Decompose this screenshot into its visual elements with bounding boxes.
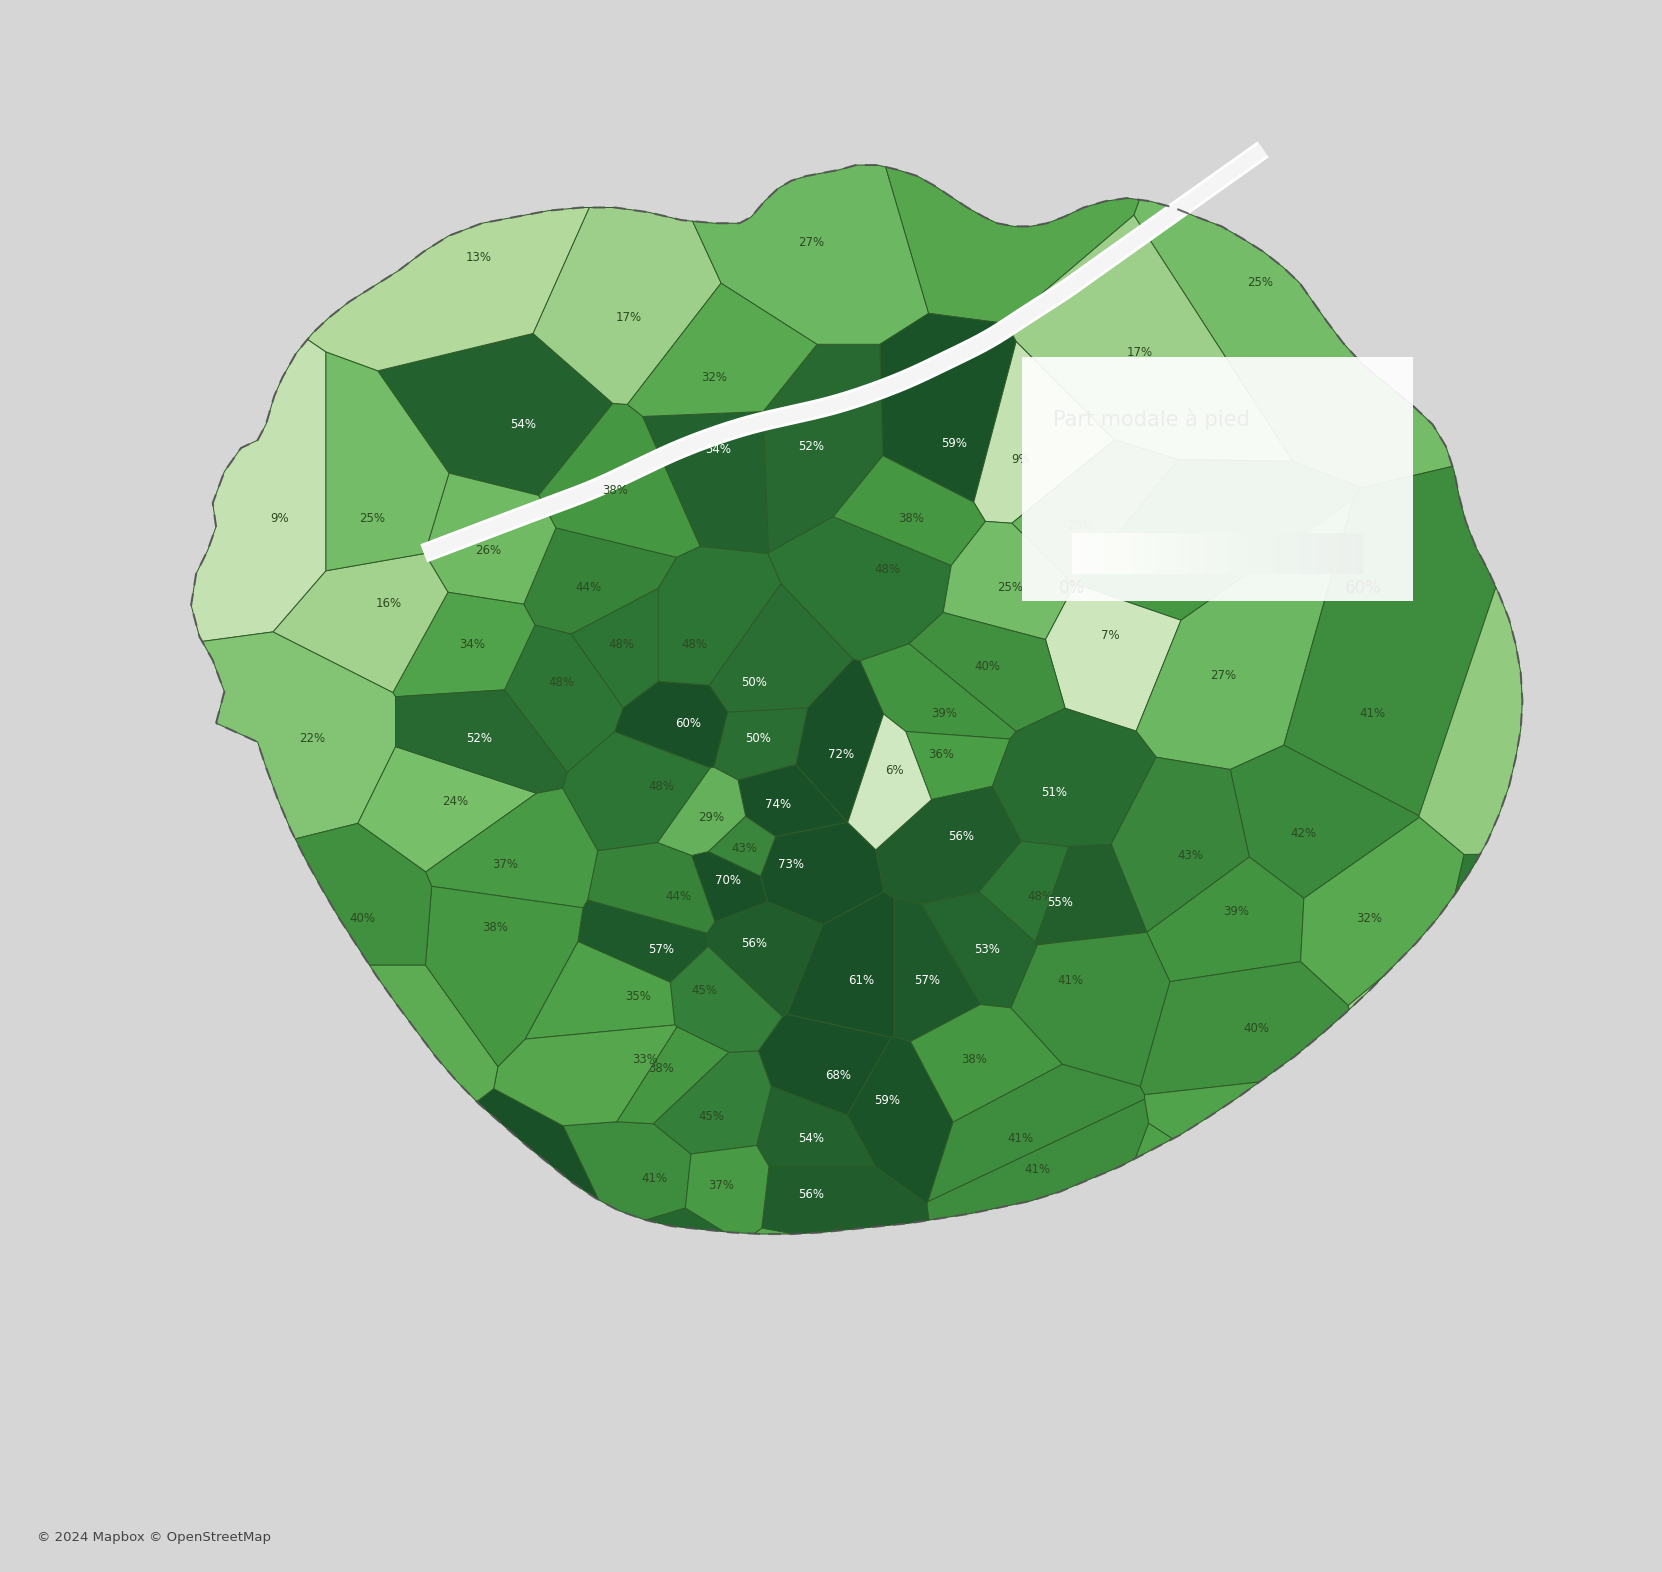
Polygon shape — [628, 283, 818, 417]
Polygon shape — [738, 764, 848, 836]
Polygon shape — [203, 632, 396, 839]
Text: 41%: 41% — [642, 1173, 668, 1185]
Text: 48%: 48% — [648, 780, 675, 792]
Polygon shape — [886, 167, 1140, 324]
Text: 38%: 38% — [648, 1063, 675, 1075]
Text: 61%: 61% — [848, 975, 874, 987]
Polygon shape — [615, 681, 728, 769]
Polygon shape — [693, 165, 929, 344]
Polygon shape — [1077, 459, 1361, 621]
Text: 25%: 25% — [997, 582, 1024, 594]
Text: 45%: 45% — [698, 1110, 725, 1122]
Text: 40%: 40% — [349, 912, 376, 924]
Polygon shape — [758, 1014, 891, 1115]
Polygon shape — [572, 588, 658, 707]
Polygon shape — [906, 731, 1010, 800]
Text: 7%: 7% — [1100, 629, 1120, 641]
Polygon shape — [377, 333, 613, 495]
Polygon shape — [1045, 585, 1182, 731]
Polygon shape — [927, 1064, 1145, 1201]
Polygon shape — [562, 731, 710, 850]
Text: 57%: 57% — [914, 975, 941, 987]
Text: 38%: 38% — [961, 1053, 987, 1066]
Polygon shape — [273, 553, 449, 693]
Text: 60%: 60% — [675, 717, 701, 729]
Polygon shape — [691, 852, 768, 921]
Polygon shape — [658, 547, 781, 685]
Polygon shape — [588, 843, 715, 934]
Text: 37%: 37% — [492, 858, 519, 871]
Text: 56%: 56% — [947, 830, 974, 843]
Polygon shape — [911, 1005, 1062, 1122]
Text: 17%: 17% — [615, 311, 642, 324]
Text: 56%: 56% — [798, 1188, 824, 1201]
Polygon shape — [1145, 1082, 1260, 1138]
Polygon shape — [396, 690, 567, 794]
Text: 52%: 52% — [465, 733, 492, 745]
Polygon shape — [1135, 1124, 1173, 1159]
Polygon shape — [755, 1228, 793, 1234]
Text: 72%: 72% — [828, 748, 854, 761]
Text: 54%: 54% — [798, 1132, 824, 1144]
Text: 70%: 70% — [715, 874, 741, 887]
Text: 45%: 45% — [691, 984, 718, 997]
Text: 59%: 59% — [874, 1094, 901, 1107]
Polygon shape — [617, 1027, 730, 1124]
Text: 41%: 41% — [1007, 1132, 1034, 1144]
Polygon shape — [563, 1122, 691, 1220]
Text: 24%: 24% — [442, 795, 469, 808]
Text: 33%: 33% — [632, 1053, 658, 1066]
Text: 27%: 27% — [798, 236, 824, 248]
Text: 40%: 40% — [1243, 1022, 1270, 1034]
Polygon shape — [1419, 588, 1522, 855]
Polygon shape — [296, 824, 432, 965]
Text: 34%: 34% — [459, 638, 485, 651]
Text: 52%: 52% — [798, 440, 824, 453]
Text: 39%: 39% — [1223, 905, 1250, 918]
Polygon shape — [425, 473, 555, 604]
Text: © 2024 Mapbox © OpenStreetMap: © 2024 Mapbox © OpenStreetMap — [37, 1531, 271, 1544]
Text: 36%: 36% — [927, 748, 954, 761]
Polygon shape — [1035, 844, 1147, 945]
Text: 29%: 29% — [698, 811, 725, 824]
Text: 38%: 38% — [602, 484, 628, 497]
Polygon shape — [494, 1025, 676, 1126]
Text: 28%: 28% — [1067, 519, 1094, 531]
Text: 25%: 25% — [1246, 277, 1273, 289]
Polygon shape — [848, 1036, 952, 1204]
Text: 44%: 44% — [575, 582, 602, 594]
Text: 74%: 74% — [765, 799, 791, 811]
Text: 43%: 43% — [1177, 849, 1203, 861]
Text: 32%: 32% — [701, 371, 728, 384]
Polygon shape — [307, 208, 590, 371]
Polygon shape — [708, 816, 776, 876]
Polygon shape — [715, 707, 808, 780]
Polygon shape — [1230, 745, 1419, 898]
Text: 25%: 25% — [359, 512, 386, 525]
Text: 54%: 54% — [705, 443, 731, 456]
Polygon shape — [1012, 440, 1178, 585]
Polygon shape — [425, 788, 598, 907]
Polygon shape — [974, 341, 1115, 523]
Polygon shape — [685, 1146, 770, 1234]
Text: 13%: 13% — [465, 252, 492, 264]
Text: 17%: 17% — [1127, 346, 1153, 358]
Polygon shape — [1112, 758, 1250, 932]
Polygon shape — [706, 902, 823, 1017]
Polygon shape — [524, 528, 676, 634]
Polygon shape — [1140, 962, 1350, 1094]
Polygon shape — [658, 767, 746, 855]
Polygon shape — [357, 747, 537, 872]
Polygon shape — [1348, 976, 1384, 1009]
Polygon shape — [369, 965, 499, 1102]
Text: 42%: 42% — [1290, 827, 1316, 839]
Text: 22%: 22% — [299, 733, 326, 745]
Polygon shape — [653, 1050, 771, 1154]
Polygon shape — [876, 786, 1022, 904]
Text: 27%: 27% — [1210, 670, 1237, 682]
Text: 6%: 6% — [884, 764, 904, 777]
Polygon shape — [578, 899, 708, 982]
Polygon shape — [942, 522, 1074, 640]
Text: 43%: 43% — [731, 843, 758, 855]
